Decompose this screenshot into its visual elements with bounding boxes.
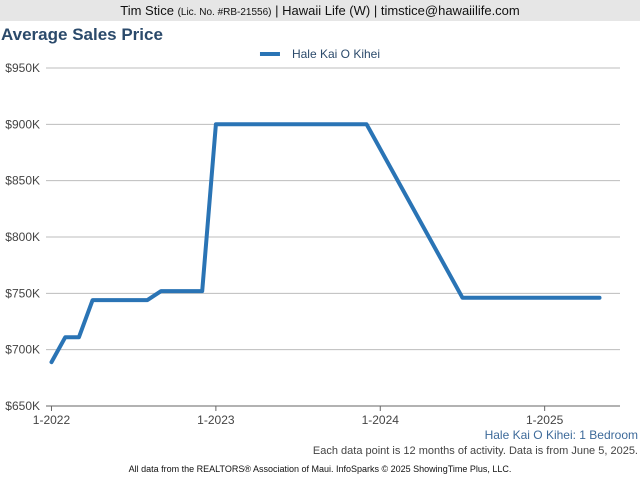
y-tick-label: $950K [5,61,40,75]
agent-contact: | Hawaii Life (W) | timstice@hawaiilife.… [275,3,520,18]
chart-subtitle: Hale Kai O Kihei: 1 Bedroom [484,428,638,442]
data-note: Each data point is 12 months of activity… [312,445,638,457]
y-tick-label: $700K [5,343,40,357]
agent-license: (Lic. No. #RB-21556) [177,7,272,18]
y-tick-label: $750K [5,286,40,300]
x-tick-label: 1-2025 [526,413,564,427]
chart-title: Average Sales Price [1,25,163,44]
legend-label: Hale Kai O Kihei [292,47,380,61]
y-tick-label: $850K [5,174,40,188]
x-tick-label: 1-2023 [197,413,235,427]
y-tick-label: $650K [5,399,40,413]
agent-header: Tim Stice (Lic. No. #RB-21556) | Hawaii … [0,0,640,21]
footer-credit: All data from the REALTORS® Association … [128,464,512,474]
x-tick-label: 1-2024 [362,413,400,427]
x-tick-label: 1-2022 [33,413,71,427]
series-line [49,122,602,365]
y-tick-label: $900K [5,117,40,131]
y-tick-label: $800K [5,230,40,244]
agent-name: Tim Stice [120,3,174,18]
